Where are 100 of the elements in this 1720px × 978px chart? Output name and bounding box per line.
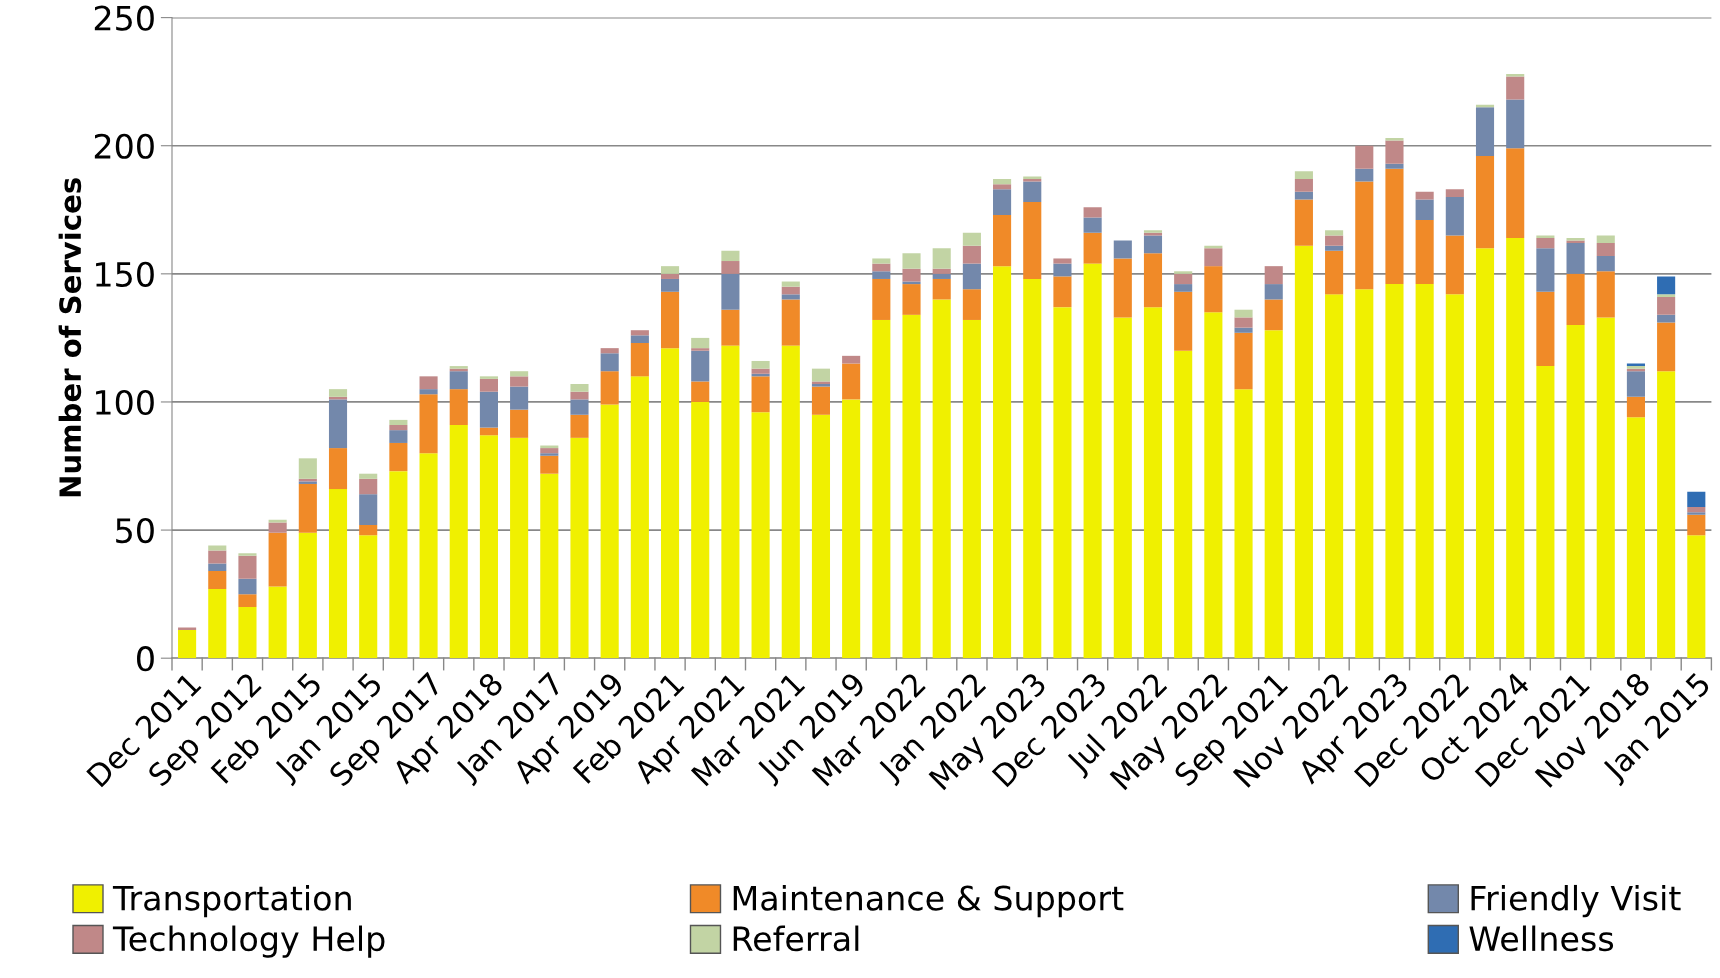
- bar: [1325, 235, 1344, 246]
- bar: [238, 594, 257, 607]
- bar: [238, 578, 257, 595]
- bar: [872, 271, 891, 279]
- bar: [962, 263, 981, 290]
- bar: [962, 319, 981, 659]
- bar: [1657, 294, 1676, 297]
- bar: [872, 319, 891, 659]
- bar: [660, 348, 680, 659]
- bar: [751, 368, 770, 374]
- bar: [1536, 248, 1555, 292]
- bar: [1536, 237, 1555, 249]
- bar: [1687, 514, 1706, 536]
- bar: [932, 248, 951, 269]
- bar: [479, 435, 498, 659]
- bar: [1596, 317, 1615, 659]
- bar: [328, 489, 348, 659]
- bar: [1385, 138, 1404, 141]
- bar: [1053, 276, 1072, 308]
- bar: [1657, 314, 1676, 323]
- bar: [1596, 271, 1615, 318]
- bar: [691, 348, 710, 351]
- y-tick-label: 150: [96, 261, 154, 287]
- bar: [1023, 202, 1042, 279]
- bar: [1294, 179, 1313, 192]
- bar: [1626, 417, 1645, 659]
- bar: [932, 299, 951, 659]
- bar: [268, 522, 287, 533]
- bar: [1596, 235, 1615, 244]
- bar: [962, 245, 981, 264]
- bar: [1174, 284, 1193, 292]
- bar: [208, 545, 227, 551]
- bar: [298, 458, 317, 479]
- bar: [993, 266, 1012, 659]
- bar: [359, 478, 378, 495]
- bar: [781, 281, 800, 287]
- bar: [1566, 273, 1585, 326]
- bar: [630, 335, 649, 344]
- bar: [1506, 237, 1525, 659]
- bar: [1264, 299, 1283, 331]
- bar: [1264, 284, 1283, 300]
- bar: [1415, 199, 1434, 221]
- bar: [872, 278, 891, 320]
- bar: [328, 448, 348, 490]
- bar: [1325, 294, 1344, 659]
- bar: [1687, 535, 1706, 659]
- bar: [721, 261, 740, 274]
- bar: [479, 378, 498, 392]
- bar: [1626, 396, 1645, 418]
- legend-label: Friendly Visit: [1471, 884, 1681, 918]
- bar: [1385, 284, 1404, 659]
- bar: [208, 550, 227, 564]
- bar: [1204, 248, 1223, 267]
- bar: [1415, 284, 1434, 659]
- bar: [691, 381, 710, 402]
- y-tick-label: 100: [96, 389, 154, 416]
- bar: [902, 314, 921, 659]
- bar: [1204, 266, 1223, 313]
- legend-label: Maintenance & Support: [733, 884, 1124, 918]
- bar: [751, 360, 770, 369]
- bar: [691, 401, 710, 659]
- bar: [1174, 291, 1193, 351]
- bar: [479, 427, 498, 436]
- bar: [721, 250, 740, 262]
- bar: [359, 494, 378, 525]
- bar: [1445, 235, 1464, 295]
- bar: [359, 535, 378, 659]
- bar: [1113, 317, 1132, 659]
- bar: [178, 627, 197, 631]
- bar: [208, 589, 227, 659]
- bar: [1234, 332, 1253, 390]
- bar: [660, 266, 680, 274]
- bar: [993, 214, 1012, 267]
- bar: [872, 263, 891, 272]
- bar: [1083, 207, 1102, 218]
- bar: [389, 471, 408, 659]
- bar: [1506, 73, 1525, 77]
- bar: [1385, 140, 1404, 164]
- bar: [1536, 235, 1555, 238]
- y-tick-label: 0: [137, 646, 154, 672]
- bar: [600, 404, 619, 659]
- bar: [1264, 266, 1283, 285]
- bar: [932, 268, 951, 274]
- bar: [660, 278, 680, 292]
- bar: [419, 376, 438, 390]
- legend-label: Technology Help: [112, 925, 385, 958]
- bar: [1687, 507, 1706, 513]
- bar: [389, 425, 408, 431]
- bar: [1174, 350, 1193, 659]
- bar: [1053, 258, 1072, 264]
- bar: [1657, 322, 1676, 372]
- bar: [570, 437, 589, 659]
- bar: [1325, 230, 1344, 236]
- bar: [328, 389, 348, 397]
- bar: [872, 258, 891, 264]
- bar: [1143, 235, 1163, 254]
- bar: [1234, 327, 1253, 333]
- bar: [962, 289, 981, 320]
- bar: [298, 532, 317, 659]
- bar: [1506, 99, 1525, 149]
